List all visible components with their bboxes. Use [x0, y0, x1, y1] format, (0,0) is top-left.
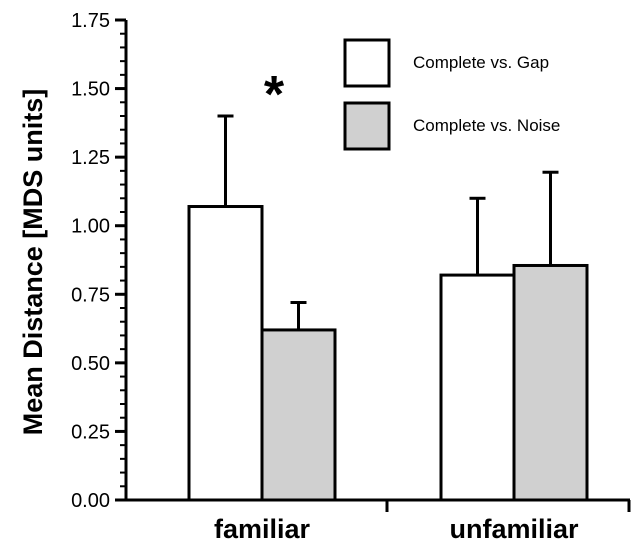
axes: 0.00 0.25 0.50 0.75 1.00 1.25 1.50 1.75 familiar… — [71, 10, 631, 544]
legend: Complete vs. Gap Complete vs. Noise — [343, 38, 560, 151]
y-tick-label: 0.75 — [71, 284, 110, 306]
bars: * — [187, 66, 589, 502]
legend-swatch — [343, 101, 391, 151]
y-tick-label: 0.00 — [71, 490, 110, 512]
y-tick-label: 1.50 — [71, 79, 110, 101]
bar — [187, 205, 264, 502]
bar — [260, 328, 337, 502]
bar — [439, 273, 516, 502]
x-category-label: unfamiliar — [449, 514, 579, 544]
legend-swatch — [343, 38, 391, 88]
y-tick-label: 1.00 — [71, 216, 110, 238]
bar — [512, 263, 589, 502]
legend-label: Complete vs. Noise — [413, 116, 560, 135]
x-category-label: familiar — [214, 514, 311, 544]
significance-marker: * — [264, 66, 285, 124]
y-tick-label: 1.25 — [71, 147, 110, 169]
y-axis-label: Mean Distance [MDS units] — [18, 89, 48, 436]
y-tick-label: 1.75 — [71, 10, 110, 32]
y-tick-label: 0.50 — [71, 353, 110, 375]
legend-label: Complete vs. Gap — [413, 53, 549, 72]
y-tick-label: 0.25 — [71, 421, 110, 443]
